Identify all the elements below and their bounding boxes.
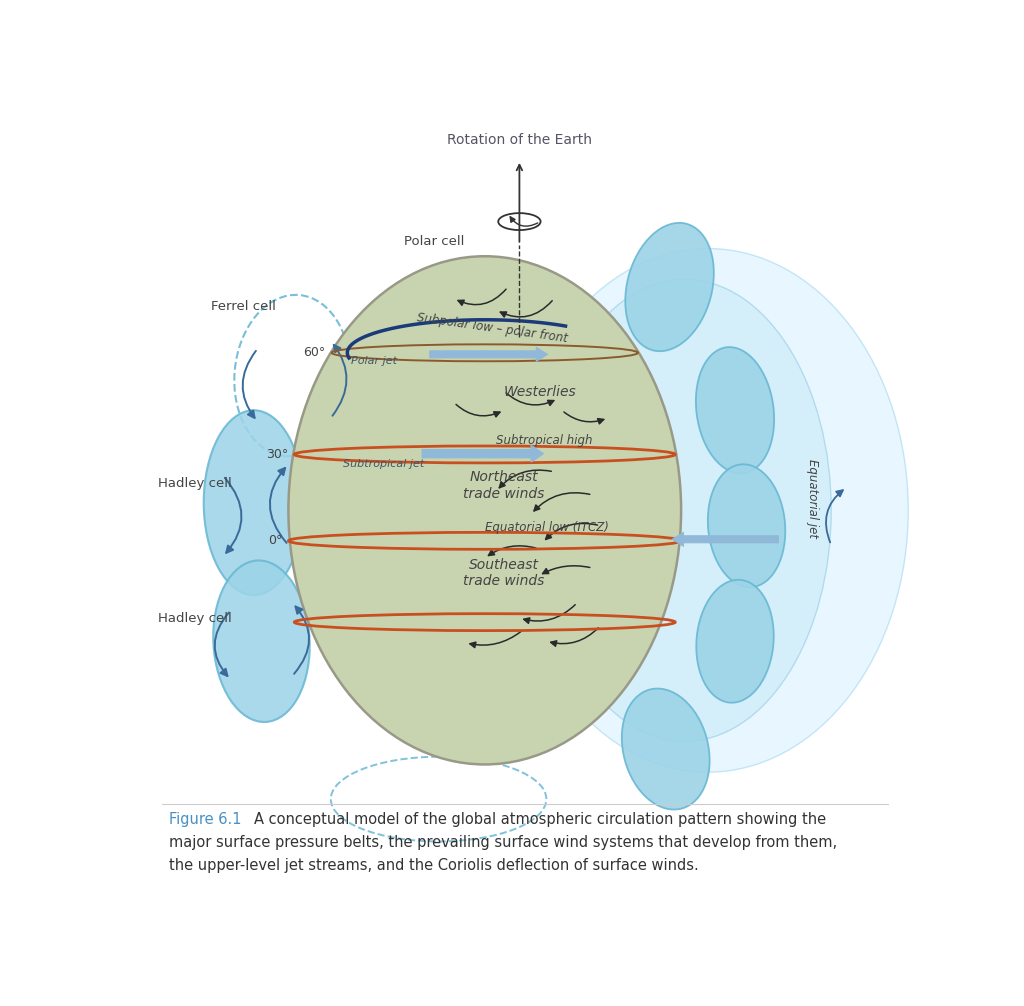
- FancyArrowPatch shape: [506, 393, 554, 405]
- Text: Subtropical jet: Subtropical jet: [343, 459, 425, 469]
- Ellipse shape: [696, 347, 774, 474]
- FancyArrowPatch shape: [551, 628, 598, 646]
- FancyArrowPatch shape: [564, 412, 604, 424]
- Text: Hadley cell: Hadley cell: [158, 612, 231, 625]
- FancyArrowPatch shape: [333, 345, 346, 415]
- Text: Polar cell: Polar cell: [403, 234, 464, 247]
- Text: Southeast
trade winds: Southeast trade winds: [463, 558, 545, 589]
- Ellipse shape: [622, 688, 710, 810]
- Ellipse shape: [626, 223, 714, 351]
- Ellipse shape: [289, 257, 681, 765]
- FancyArrowPatch shape: [422, 446, 544, 462]
- Text: 60°: 60°: [303, 346, 326, 359]
- Text: A conceptual model of the global atmospheric circulation pattern showing the: A conceptual model of the global atmosph…: [254, 812, 826, 827]
- Text: 0°: 0°: [268, 534, 283, 547]
- Text: Polar jet: Polar jet: [351, 356, 397, 366]
- Text: major surface pressure belts, the prevailing surface wind systems that develop f: major surface pressure belts, the prevai…: [169, 835, 838, 850]
- FancyArrowPatch shape: [546, 523, 598, 539]
- Text: Hadley cell: Hadley cell: [158, 477, 231, 490]
- Text: Subtropical high: Subtropical high: [497, 434, 593, 447]
- Text: Ferrel cell: Ferrel cell: [211, 300, 276, 313]
- FancyArrowPatch shape: [510, 216, 538, 226]
- FancyArrowPatch shape: [501, 301, 552, 317]
- FancyArrowPatch shape: [535, 493, 590, 511]
- Ellipse shape: [708, 465, 785, 588]
- Text: 30°: 30°: [266, 448, 288, 461]
- FancyArrowPatch shape: [225, 478, 242, 553]
- Text: the upper-level jet streams, and the Coriolis deflection of surface winds.: the upper-level jet streams, and the Cor…: [169, 858, 698, 873]
- FancyArrowPatch shape: [470, 632, 521, 648]
- FancyArrowPatch shape: [456, 404, 500, 416]
- FancyArrowPatch shape: [543, 565, 590, 573]
- Text: Westerlies: Westerlies: [504, 385, 577, 399]
- FancyArrowPatch shape: [243, 351, 256, 417]
- FancyArrowPatch shape: [430, 347, 548, 361]
- Text: Rotation of the Earth: Rotation of the Earth: [446, 133, 592, 147]
- Ellipse shape: [508, 248, 908, 773]
- Ellipse shape: [213, 560, 309, 722]
- FancyArrowPatch shape: [673, 532, 778, 546]
- FancyArrowPatch shape: [523, 605, 575, 624]
- Text: Equatorial low (ITCZ): Equatorial low (ITCZ): [484, 521, 608, 534]
- Ellipse shape: [204, 410, 304, 595]
- Text: Figure 6.1: Figure 6.1: [169, 812, 242, 827]
- FancyArrowPatch shape: [826, 490, 843, 542]
- FancyArrowPatch shape: [488, 546, 536, 555]
- Text: Northeast
trade winds: Northeast trade winds: [463, 471, 545, 501]
- FancyArrowPatch shape: [270, 468, 287, 543]
- Text: Equatorial jet: Equatorial jet: [806, 459, 818, 538]
- Ellipse shape: [539, 280, 831, 741]
- Ellipse shape: [696, 579, 774, 703]
- FancyArrowPatch shape: [458, 289, 506, 305]
- FancyArrowPatch shape: [500, 470, 551, 488]
- FancyArrowPatch shape: [294, 607, 309, 674]
- Text: Subpolar low – polar front: Subpolar low – polar front: [416, 311, 568, 345]
- FancyArrowPatch shape: [215, 613, 228, 676]
